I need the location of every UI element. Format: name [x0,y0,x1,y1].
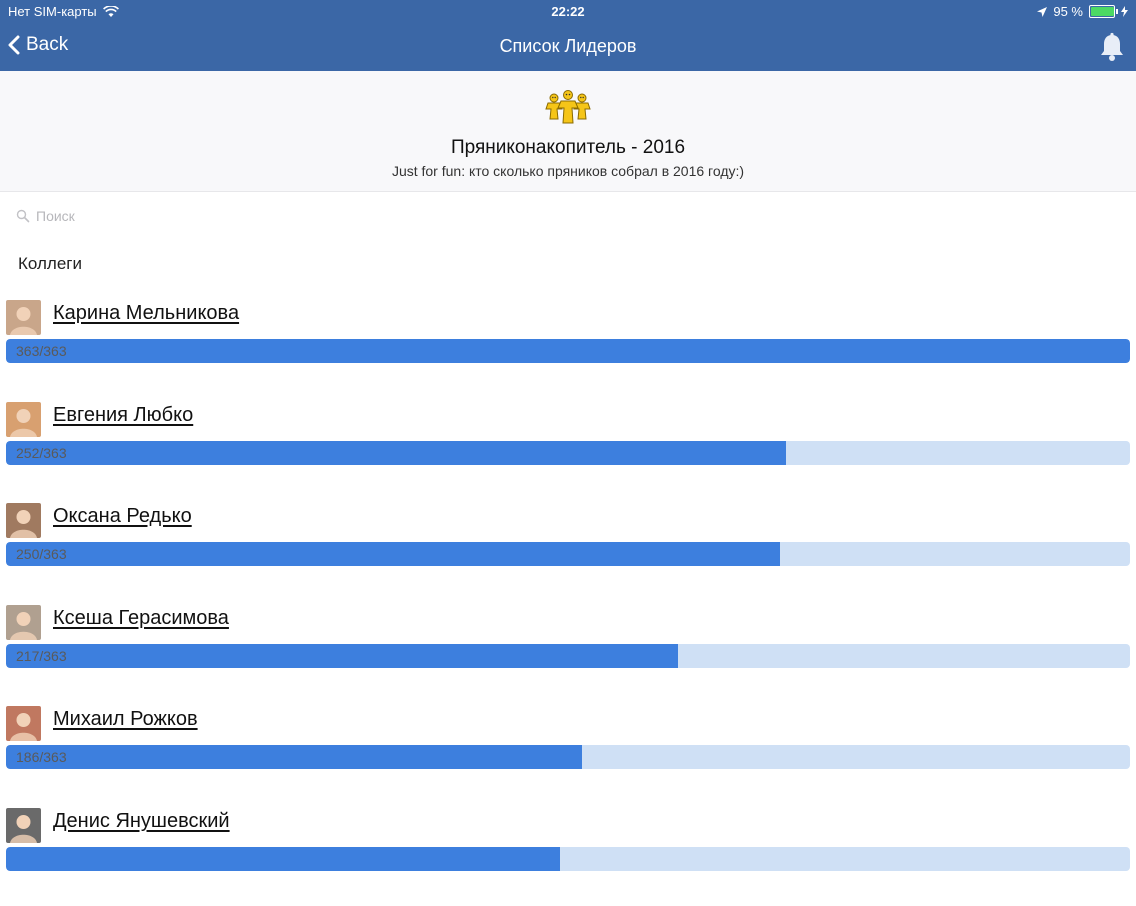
charging-icon [1121,6,1128,17]
progress-bar: 217/363 [6,643,1130,668]
progress-fill [6,643,678,668]
search-input[interactable]: Поиск [16,206,1116,226]
progress-label: 363/363 [16,343,67,359]
progress-fill [6,542,781,567]
avatar[interactable] [6,401,41,437]
progress-label: 252/363 [16,444,67,461]
leader-name-link[interactable]: Оксана Редько [53,505,192,528]
avatar[interactable] [6,706,41,742]
status-time: 22:22 [551,4,585,19]
status-right: 95 % [1037,4,1128,19]
progress-bar [6,846,1130,871]
avatar[interactable] [6,604,41,640]
carrier-text: Нет SIM-карты [8,4,97,19]
progress-label: 217/363 [16,647,67,664]
progress-bar: 252/363 [6,440,1130,465]
list-item[interactable]: Евгения Любко 252/363 [0,398,1136,500]
avatar[interactable] [6,807,41,843]
leader-name-link[interactable]: Карина Мельникова [53,302,240,324]
progress-fill [6,745,582,770]
battery-fill [1091,7,1114,16]
list-item[interactable]: Денис Янушевский [0,804,1136,906]
leader-name-link[interactable]: Евгения Любко [53,403,194,426]
battery-icon [1089,5,1118,18]
battery-percent: 95 % [1053,4,1083,19]
status-left: Нет SIM-карты [8,4,119,19]
progress-label: 186/363 [16,749,67,766]
bell-icon[interactable] [1098,32,1126,62]
avatar[interactable] [6,503,41,539]
progress-label: 250/363 [16,546,67,563]
leader-name-link[interactable]: Ксеша Герасимова [53,606,229,629]
contest-title: Пряниконакопитель - 2016 [450,137,686,158]
search-icon [16,209,30,223]
contest-header: Пряниконакопитель - 2016 Just for fun: к… [0,71,1136,192]
list-item[interactable]: Оксана Редько 250/363 [0,499,1136,601]
list-item[interactable]: Михаил Рожков 186/363 [0,702,1136,804]
list-item[interactable]: Ксеша Герасимова 217/363 [0,601,1136,703]
gingerbread-logo-icon [545,90,591,124]
status-bar: Нет SIM-карты 22:22 95 % [0,0,1136,24]
location-arrow-icon [1037,6,1048,17]
nav-title: Список Лидеров [499,36,637,56]
wifi-icon [102,5,119,17]
back-button[interactable]: Back [8,34,68,56]
progress-bar: 186/363 [6,745,1130,770]
leader-name-link[interactable]: Михаил Рожков [53,708,198,731]
progress-fill [6,339,1130,363]
leader-name-link[interactable]: Денис Янушевский [53,809,230,832]
leaderboard-list: Карина Мельникова 363/363 Евгения Любко 252… [0,296,1136,906]
list-item[interactable]: Карина Мельникова 363/363 [0,296,1136,398]
section-label: Коллеги [18,254,82,273]
search-placeholder: Поиск [36,208,75,224]
contest-subtitle: Just for fun: кто сколько пряников собра… [391,163,745,179]
progress-fill [6,846,561,871]
progress-fill [6,440,787,465]
chevron-left-icon [8,35,20,55]
navigation-bar: Back Список Лидеров [0,24,1136,71]
progress-bar: 363/363 [6,339,1130,363]
avatar[interactable] [6,300,41,335]
back-label: Back [26,34,69,55]
progress-bar: 250/363 [6,542,1130,567]
